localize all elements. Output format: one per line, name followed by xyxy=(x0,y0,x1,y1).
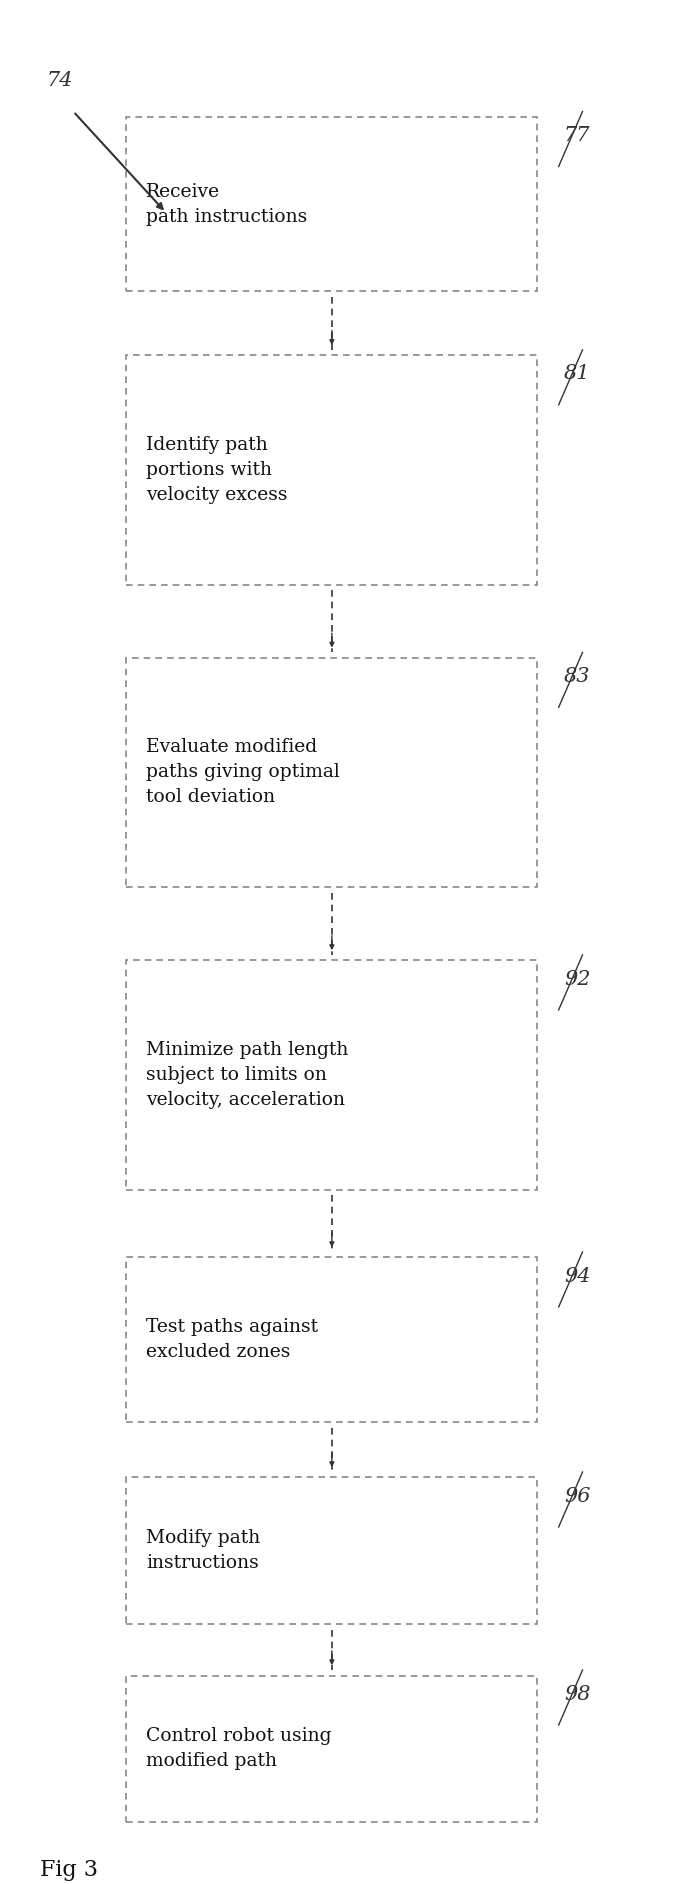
FancyBboxPatch shape xyxy=(127,117,538,292)
Text: Fig 3: Fig 3 xyxy=(40,1860,98,1880)
Text: Modify path
instructions: Modify path instructions xyxy=(146,1530,261,1573)
Text: 81: 81 xyxy=(564,364,590,384)
Text: Test paths against
excluded zones: Test paths against excluded zones xyxy=(146,1319,318,1362)
Text: 92: 92 xyxy=(564,970,590,989)
FancyBboxPatch shape xyxy=(127,1477,538,1624)
Text: 98: 98 xyxy=(564,1684,590,1703)
Text: Evaluate modified
paths giving optimal
tool deviation: Evaluate modified paths giving optimal t… xyxy=(146,739,340,806)
FancyBboxPatch shape xyxy=(127,1257,538,1422)
Text: 96: 96 xyxy=(564,1486,590,1505)
Text: Minimize path length
subject to limits on
velocity, acceleration: Minimize path length subject to limits o… xyxy=(146,1042,349,1110)
Text: Control robot using
modified path: Control robot using modified path xyxy=(146,1728,332,1771)
FancyBboxPatch shape xyxy=(127,658,538,887)
Text: 83: 83 xyxy=(564,667,590,686)
Text: 77: 77 xyxy=(564,126,590,145)
FancyBboxPatch shape xyxy=(127,356,538,584)
Text: Identify path
portions with
velocity excess: Identify path portions with velocity exc… xyxy=(146,435,288,503)
Text: 74: 74 xyxy=(47,72,73,90)
FancyBboxPatch shape xyxy=(127,1675,538,1822)
Text: 94: 94 xyxy=(564,1266,590,1285)
FancyBboxPatch shape xyxy=(127,961,538,1189)
Text: Receive
path instructions: Receive path instructions xyxy=(146,183,307,226)
